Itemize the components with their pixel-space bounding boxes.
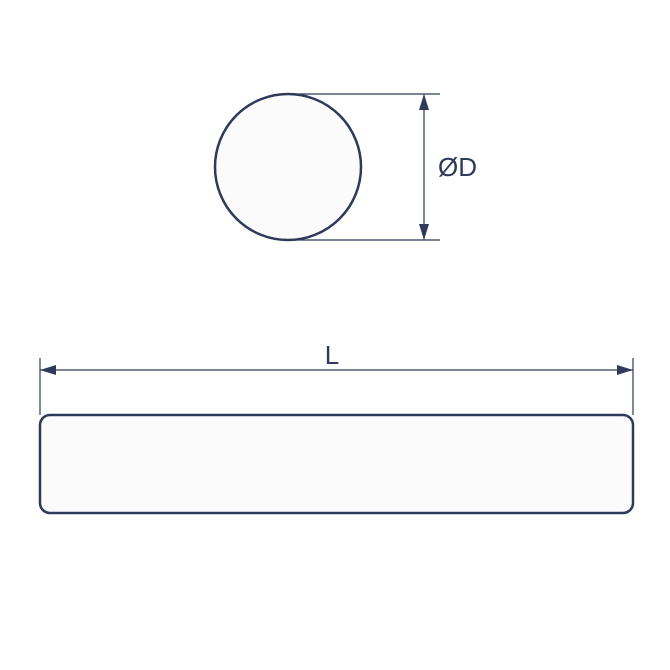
rod-side-view (40, 415, 633, 513)
diameter-label: ØD (438, 152, 477, 182)
engineering-diagram: ØD L (0, 0, 670, 670)
circle-end-view (215, 94, 361, 240)
length-label: L (325, 340, 339, 370)
